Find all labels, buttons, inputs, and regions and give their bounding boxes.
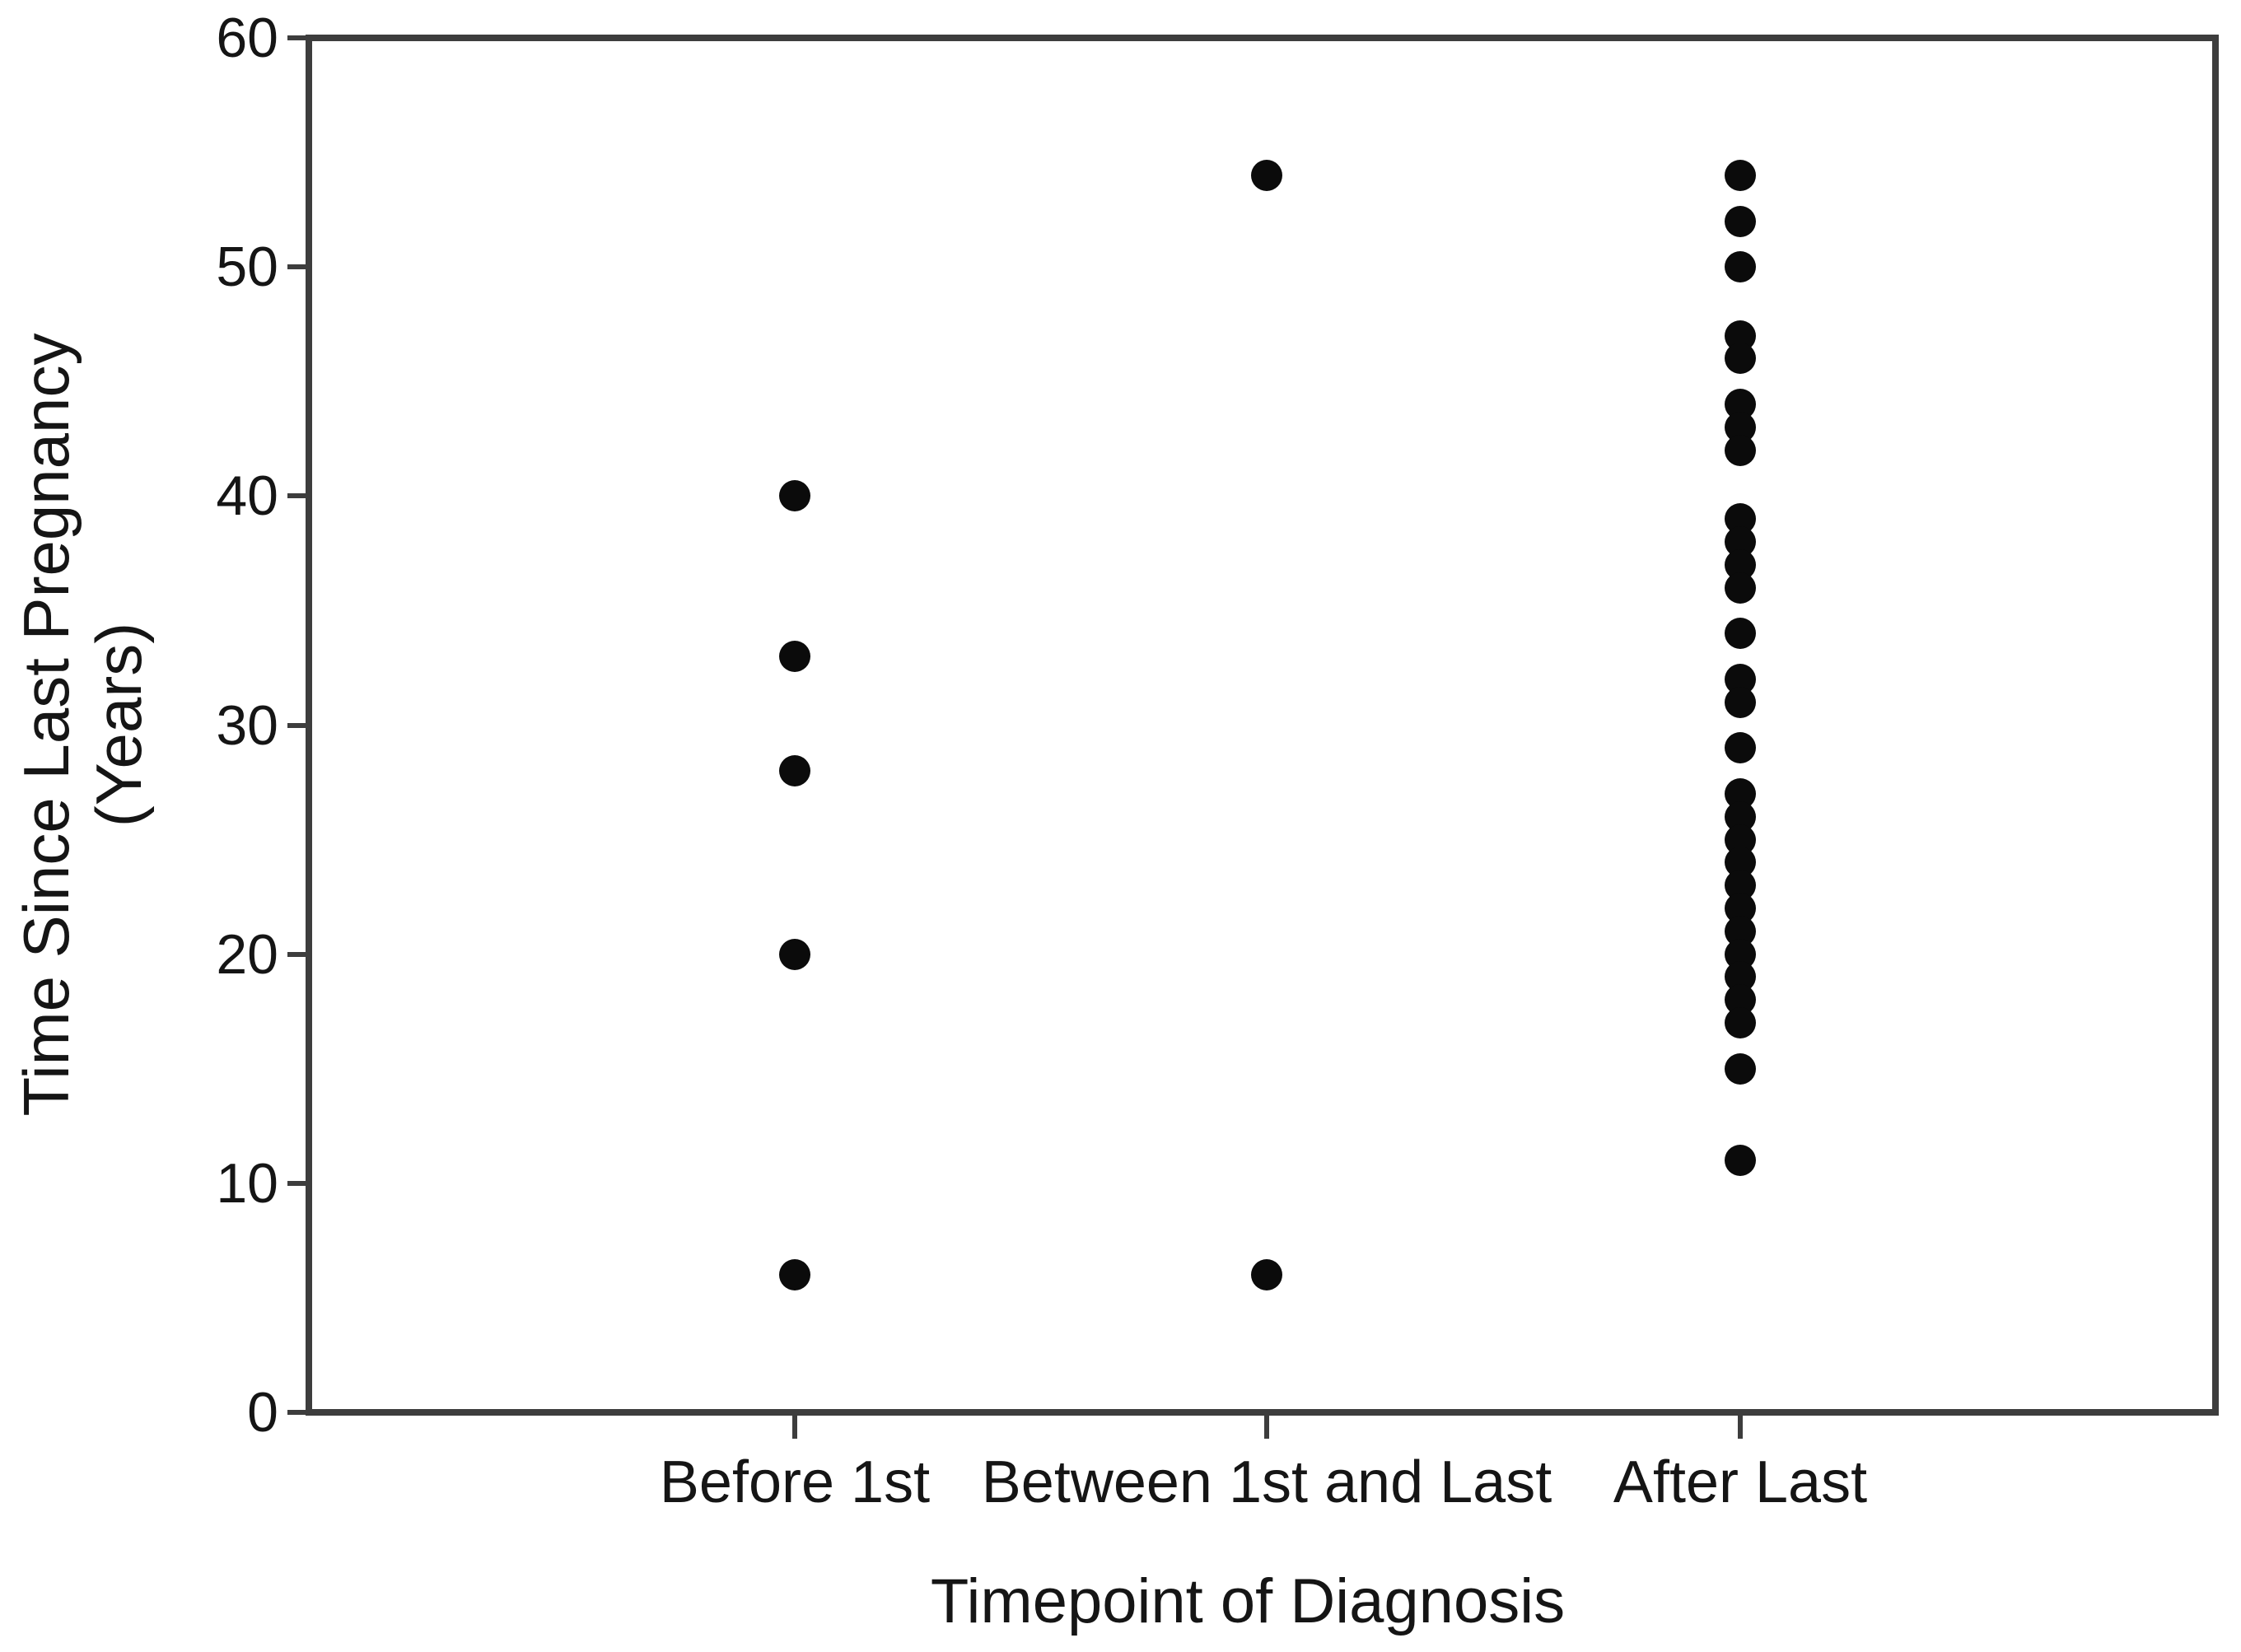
y-tick-label: 50 [216,236,278,299]
data-point [1725,1052,1756,1085]
x-tick [1738,1416,1743,1439]
y-tick-label: 0 [247,1381,278,1444]
x-category-label: Before 1st [659,1449,931,1515]
data-point [1725,686,1756,718]
y-tick-label: 60 [216,7,278,69]
data-point [1725,205,1756,237]
y-tick-label: 20 [216,922,278,986]
data-point [1725,732,1756,764]
y-tick [287,722,309,728]
y-tick-label: 40 [216,464,278,528]
data-point [1251,1259,1282,1291]
data-point [1251,159,1282,191]
data-point [1725,343,1756,375]
y-tick [287,264,309,270]
data-point [1725,618,1756,650]
plot-area-frame [306,35,2219,1416]
y-tick-label: 30 [216,693,278,757]
y-tick [287,951,309,957]
y-tick [287,1180,309,1186]
y-tick [287,1410,309,1415]
x-category-label: After Last [1613,1449,1868,1515]
data-point [1725,1007,1756,1039]
data-point [779,480,810,512]
data-point [1725,434,1756,466]
data-point [779,641,810,673]
x-category-label: Between 1st and Last [981,1449,1552,1515]
data-point [779,755,810,787]
data-point [1725,251,1756,283]
data-point [1725,1145,1756,1177]
y-tick-label: 10 [216,1151,278,1215]
data-point [1725,159,1756,191]
x-axis-title: Timepoint of Diagnosis [930,1566,1566,1636]
y-axis-title-line1: Time Since Last Pregnancy [10,333,82,1117]
x-tick [792,1416,797,1439]
y-axis-title-line2: (Years) [82,622,155,828]
data-point [779,938,810,970]
data-point [1725,572,1756,604]
x-tick [1264,1416,1269,1439]
y-axis-title: Time Since Last Pregnancy (Years) [10,334,155,1117]
data-point [779,1259,810,1291]
y-tick [287,35,309,40]
y-tick [287,493,309,499]
